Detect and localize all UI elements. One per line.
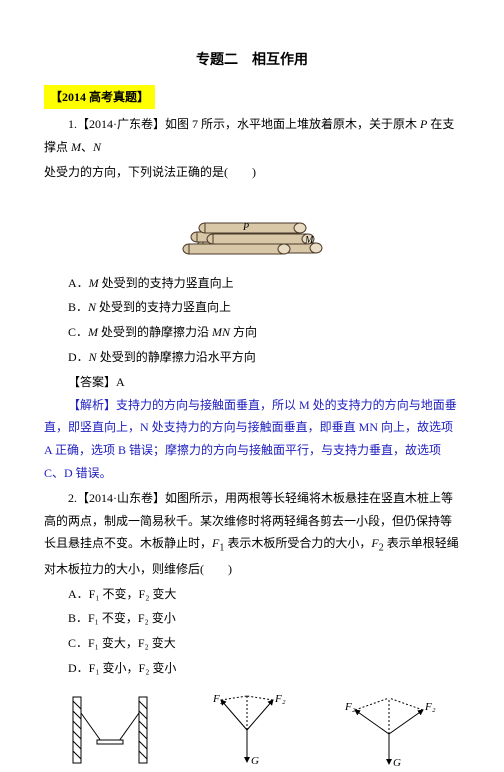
q1-source: 【2014·广东卷】 [77,117,165,131]
section-header-wrap: 【2014 高考真题】 [44,85,460,114]
logs-diagram: P M [177,188,327,260]
opt-B-text: 处受到的支持力竖直向上 [96,300,231,314]
section-header: 【2014 高考真题】 [44,85,155,110]
q1-stem-1: 如图 7 所示，水平地面上堆放着原木，关于原木 [165,117,420,131]
question-1: 1.【2014·广东卷】如图 7 所示，水平地面上堆放着原木，关于原木 P 在支… [44,113,460,484]
q2-option-C: C．F₁ 变大，F₂ 变大 [44,632,460,655]
q1-N: N [93,140,101,154]
q1-sep: 、 [81,140,93,154]
opt-D-label: D． [68,350,89,364]
opt-C-text: 处受到的静摩擦力沿 [98,325,212,339]
opt-B-label: B． [68,300,88,314]
force-diagram-2: F₂ F₂ G [339,692,439,772]
label-M: M [304,235,314,246]
q1-number: 1. [68,117,77,131]
q2-stem: 2.【2014·山东卷】如图所示，用两根等长轻绳将木板悬挂在竖直木桩上等高的两点… [44,487,460,581]
q1-option-B: B．N 处受到的支持力竖直向上 [44,296,460,319]
question-2: 2.【2014·山东卷】如图所示，用两根等长轻绳将木板悬挂在竖直木桩上等高的两点… [44,487,460,772]
q1-stem-line2: 处受力的方向，下列说法正确的是( ) [44,161,460,184]
opt-C-M: M [88,325,98,339]
q2-F2: F [371,536,378,550]
opt-A-label: A． [68,276,89,290]
opt-D-text: 处受到的静摩擦力沿水平方向 [97,350,256,364]
q1-option-A: A．M 处受到的支持力竖直向上 [44,272,460,295]
f2-label-left: F₂ [212,693,224,705]
swing-diagram [65,693,155,771]
opt-C-text2: 方向 [230,325,257,339]
q1-stem: 1.【2014·广东卷】如图 7 所示，水平地面上堆放着原木，关于原木 P 在支… [44,113,460,159]
opt-A-text: 处受到的支持力竖直向上 [99,276,234,290]
q2-option-D: D．F₁ 变小，F₂ 变小 [44,657,460,680]
q2-figures: F₂ F₂ G F₂ F₂ G [44,692,460,772]
q1-M: M [71,140,81,154]
g-label-1: G [251,755,259,767]
g-label-2: G [393,757,401,769]
q2-source: 【2014·山东卷】 [77,491,165,505]
q1-answer: 【答案】A [44,371,460,394]
q2-option-B: B．F₁ 不变，F₂ 变小 [44,607,460,630]
opt-B-N: N [88,300,96,314]
q1-figure: P M [44,188,460,268]
label-P: P [242,222,249,233]
opt-C-MN: MN [212,325,230,339]
q1-analysis: 【解析】支持力的方向与接触面垂直，所以 M 处的支持力的方向与地面垂直，即竖直向… [44,394,460,485]
opt-A-M: M [89,276,99,290]
q2-option-A: A．F₁ 不变，F₂ 变大 [44,583,460,606]
q1-option-D: D．N 处受到的静摩擦力沿水平方向 [44,346,460,369]
f2-label-right: F₂ [274,693,286,705]
page-title: 专题二 相互作用 [44,48,460,75]
q1-option-C: C．M 处受到的静摩擦力沿 MN 方向 [44,321,460,344]
analysis-label: 【解析】 [68,398,116,412]
opt-D-N: N [89,350,97,364]
f2-label-left-2: F₂ [344,701,356,713]
q2-number: 2. [68,491,77,505]
q2-stem-2: 表示木板所受合力的大小， [224,536,371,550]
f2-label-right-2: F₂ [424,701,436,713]
force-diagram-1: F₂ F₂ G [197,692,297,772]
opt-C-label: C． [68,325,88,339]
